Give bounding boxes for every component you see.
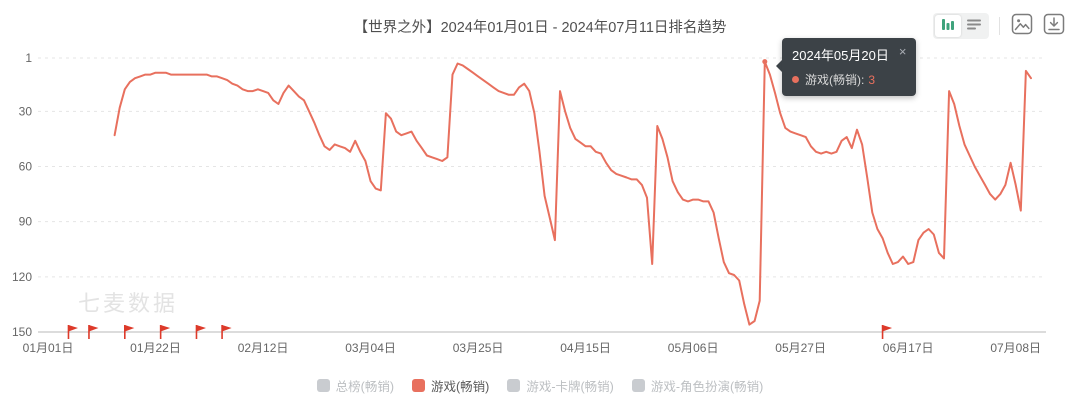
- toolbar-divider: [999, 17, 1000, 35]
- y-tick-label: 90: [19, 215, 33, 229]
- chart-legend: 总榜(畅销) 游戏(畅销) 游戏-卡牌(畅销) 游戏-角色扮演(畅销): [0, 376, 1080, 395]
- list-icon: [967, 17, 981, 36]
- legend-label: 游戏(畅销): [431, 380, 490, 394]
- legend-item[interactable]: 总榜(畅销): [316, 376, 394, 395]
- legend-item[interactable]: 游戏(畅销): [412, 376, 489, 395]
- x-tick-label: 05月27日: [775, 341, 826, 355]
- chart-toolbar: [933, 13, 1066, 39]
- legend-label: 游戏-角色扮演(畅销): [650, 380, 764, 394]
- download-icon: [1043, 13, 1065, 40]
- y-tick-label: 1: [25, 51, 32, 65]
- export-image-button[interactable]: [1010, 13, 1034, 40]
- flag-icon: [222, 325, 232, 332]
- y-tick-label: 150: [12, 325, 32, 339]
- x-tick-label: 04月15日: [560, 341, 611, 355]
- legend-marker-icon: [412, 379, 425, 392]
- legend-item[interactable]: 游戏-角色扮演(畅销): [631, 376, 764, 395]
- legend-marker-icon: [631, 379, 645, 392]
- tooltip-series-label: 游戏(畅销):: [805, 73, 865, 87]
- legend-marker-icon: [507, 379, 521, 392]
- list-view-toggle-button[interactable]: [961, 15, 987, 37]
- legend-marker-icon: [316, 379, 330, 392]
- flag-icon: [882, 325, 893, 332]
- hovered-point: [762, 59, 768, 65]
- bar-chart-toggle-button[interactable]: [935, 15, 961, 37]
- x-tick-label: 02月12日: [238, 341, 289, 355]
- x-tick-label: 03月25日: [453, 341, 504, 355]
- chart-title: 【世界之外】2024年01月01日 - 2024年07月11日排名趋势: [353, 20, 727, 36]
- x-tick-label: 06月17日: [883, 341, 934, 355]
- legend-item[interactable]: 游戏-卡牌(畅销): [507, 376, 614, 395]
- x-tick-label: 07月08日: [990, 341, 1041, 355]
- tooltip-value: 3: [868, 72, 876, 87]
- x-tick-label: 05月06日: [668, 341, 719, 355]
- trend-line[interactable]: [113, 60, 1032, 326]
- x-tick-label: 03月04日: [345, 341, 396, 355]
- legend-label: 游戏-卡牌(畅销): [526, 380, 614, 394]
- x-tick-label: 01月22日: [130, 341, 181, 355]
- y-tick-label: 30: [19, 104, 33, 118]
- chart-tooltip: 2024年05月20日 × 游戏(畅销): 3: [776, 38, 917, 96]
- flag-icon: [68, 325, 78, 332]
- series-dot-icon: [792, 76, 799, 83]
- image-export-icon: [1011, 13, 1033, 40]
- tooltip-date: 2024年05月20日: [792, 48, 889, 63]
- bar-chart-icon: [941, 17, 955, 36]
- tooltip-arrow: [776, 60, 782, 72]
- flag-icon: [88, 325, 99, 332]
- chart-type-toggle: [933, 13, 989, 39]
- x-tick-label: 01月01日: [23, 341, 74, 355]
- y-tick-label: 60: [19, 159, 33, 173]
- legend-label: 总榜(畅销): [335, 380, 394, 394]
- download-button[interactable]: [1042, 13, 1066, 40]
- qimai-watermark: 七麦数据: [78, 291, 179, 316]
- close-icon[interactable]: ×: [898, 44, 907, 59]
- y-tick-label: 120: [12, 270, 32, 284]
- flag-icon: [124, 325, 135, 332]
- flag-icon: [196, 325, 206, 332]
- flag-icon: [160, 325, 171, 332]
